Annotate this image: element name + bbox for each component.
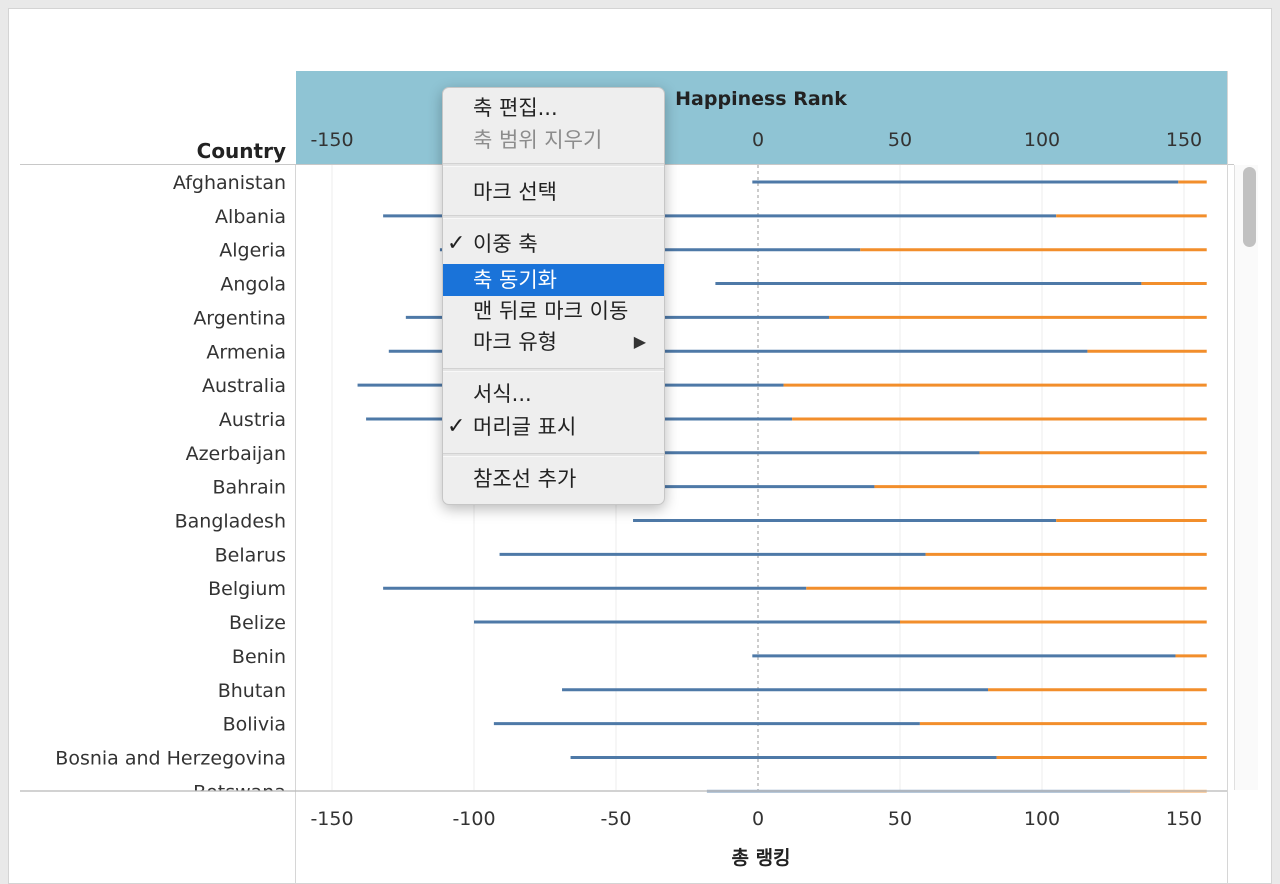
bottom-axis-tick-label: 0 xyxy=(752,808,764,830)
menu-item-label: 머리글 표시 xyxy=(473,415,577,439)
bottom-axis-tick-label: 100 xyxy=(1024,808,1060,830)
submenu-arrow-icon: ▶ xyxy=(633,332,646,351)
scrollbar-thumb[interactable] xyxy=(1243,167,1256,247)
menu-separator xyxy=(443,215,664,219)
bottom-axis-title[interactable]: 총 랭킹 xyxy=(731,847,790,869)
bottom-axis-tick-label: -50 xyxy=(600,808,631,830)
menu-separator xyxy=(443,368,664,372)
country-row-label[interactable]: Afghanistan xyxy=(173,172,286,194)
menu-item-show-header[interactable]: ✓ 머리글 표시 xyxy=(443,411,664,443)
bottom-axis-tick-label: 50 xyxy=(888,808,912,830)
menu-item-move-marks-to-back[interactable]: 맨 뒤로 마크 이동 xyxy=(443,295,664,327)
country-row-label[interactable]: Bhutan xyxy=(218,680,286,702)
country-row-label[interactable]: Albania xyxy=(215,206,286,228)
country-row-label[interactable]: Belgium xyxy=(208,578,286,600)
country-row-label[interactable]: Angola xyxy=(220,274,286,296)
menu-item-edit-axis[interactable]: 축 편집... xyxy=(443,92,664,124)
menu-item-label: 축 동기화 xyxy=(473,268,557,292)
bottom-axis-tick-label: -150 xyxy=(310,808,353,830)
vertical-scrollbar[interactable] xyxy=(1234,165,1258,790)
bottom-axis-tick-label: 150 xyxy=(1166,808,1202,830)
menu-item-label: 마크 선택 xyxy=(473,180,557,204)
country-row-label[interactable]: Bahrain xyxy=(213,477,287,499)
menu-item-label: 축 범위 지우기 xyxy=(473,128,603,152)
top-axis-tick-label: 100 xyxy=(1024,129,1060,151)
country-row-label[interactable]: Benin xyxy=(232,646,286,668)
row-labels: Afghanistan Albania Algeria Angola Argentina… xyxy=(55,172,286,803)
top-axis-ticks: -150 0 50 100 150 xyxy=(310,129,1202,151)
menu-item-label: 이중 축 xyxy=(473,232,538,256)
row-label-cover-bottom xyxy=(20,791,296,883)
country-row-label[interactable]: Belarus xyxy=(215,544,286,566)
menu-item-label: 마크 유형 xyxy=(473,330,557,354)
axis-context-menu: 축 편집... 축 범위 지우기 마크 선택 ✓ 이중 축 축 동기화 맨 뒤로… xyxy=(442,87,665,505)
country-row-label[interactable]: Armenia xyxy=(206,341,286,363)
menu-item-select-marks[interactable]: 마크 선택 xyxy=(443,176,664,208)
menu-item-clear-axis-range: 축 범위 지우기 xyxy=(443,124,664,156)
country-row-label[interactable]: Azerbaijan xyxy=(186,443,286,465)
country-row-label[interactable]: Belize xyxy=(229,612,286,634)
menu-item-label: 축 편집... xyxy=(473,96,558,120)
top-axis-tick-label: 150 xyxy=(1166,129,1202,151)
checkmark-icon: ✓ xyxy=(447,414,466,439)
bottom-axis-tick-label: -100 xyxy=(452,808,495,830)
top-axis-tick-label: 50 xyxy=(888,129,912,151)
checkmark-icon: ✓ xyxy=(447,231,466,256)
menu-separator xyxy=(443,453,664,457)
country-row-label[interactable]: Algeria xyxy=(219,240,286,262)
menu-item-add-reference-line[interactable]: 참조선 추가 xyxy=(443,463,664,495)
menu-item-format[interactable]: 서식... xyxy=(443,378,664,410)
menu-item-label: 맨 뒤로 마크 이동 xyxy=(473,299,629,323)
country-row-label[interactable]: Austria xyxy=(219,409,286,431)
menu-item-mark-type[interactable]: 마크 유형 ▶ xyxy=(443,326,664,358)
menu-item-label: 참조선 추가 xyxy=(473,467,577,491)
country-row-label[interactable]: Argentina xyxy=(193,307,286,329)
country-row-label[interactable]: Bosnia and Herzegovina xyxy=(55,747,286,769)
country-row-label[interactable]: Australia xyxy=(202,375,286,397)
menu-item-label: 서식... xyxy=(473,382,532,406)
menu-separator xyxy=(443,163,664,167)
top-axis-tick-label: -150 xyxy=(310,129,353,151)
country-row-label[interactable]: Bangladesh xyxy=(175,511,286,533)
top-axis-title[interactable]: Happiness Rank xyxy=(675,88,847,110)
top-axis-tick-label: 0 xyxy=(752,129,764,151)
row-header-label[interactable]: Country xyxy=(197,139,286,163)
bottom-axis-ticks: -150 -100 -50 0 50 100 150 xyxy=(310,808,1202,830)
country-row-label[interactable]: Bolivia xyxy=(223,714,286,736)
menu-item-synchronize-axis[interactable]: 축 동기화 xyxy=(443,264,664,296)
menu-item-dual-axis[interactable]: ✓ 이중 축 xyxy=(443,228,664,260)
row-label-cover-top xyxy=(20,75,295,165)
bar-layer xyxy=(357,180,1207,793)
